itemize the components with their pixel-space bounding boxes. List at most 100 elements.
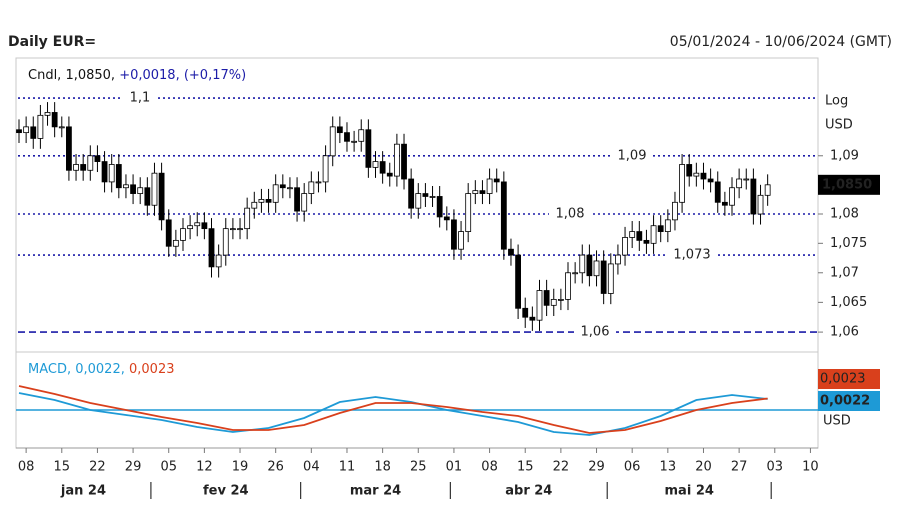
candle-body xyxy=(636,231,643,241)
x-tick-label: 20 xyxy=(695,460,712,475)
candle-body xyxy=(707,178,714,183)
x-tick-label: 04 xyxy=(303,460,320,475)
level-label: 1,073 xyxy=(673,248,710,263)
candle-body xyxy=(158,172,165,221)
candle-body xyxy=(586,254,593,277)
macd-line xyxy=(18,385,768,434)
candle-body xyxy=(572,272,579,275)
candle-body xyxy=(130,184,136,194)
candle-body xyxy=(66,126,72,171)
level-label: 1,09 xyxy=(618,148,647,163)
candle-body xyxy=(550,298,557,306)
unit-label: USD xyxy=(825,118,853,133)
candle-body xyxy=(151,172,158,206)
candle-body xyxy=(714,181,721,203)
candle-body xyxy=(436,196,443,218)
candle-body xyxy=(664,219,671,232)
candle-body xyxy=(372,161,379,168)
y-tick-label: 1,09 xyxy=(830,148,859,163)
candle-body xyxy=(565,272,571,300)
candle-body xyxy=(607,263,614,294)
candle-body xyxy=(51,112,58,128)
candle-body xyxy=(108,164,115,183)
x-tick-label: 12 xyxy=(196,460,213,475)
month-label: mai 24 xyxy=(665,484,714,499)
month-label: abr 24 xyxy=(505,484,552,499)
candle-body xyxy=(743,178,750,181)
value-box-label: 0,0022 xyxy=(820,394,870,409)
candle-body xyxy=(58,126,65,129)
candle-body xyxy=(237,228,243,231)
candle-body xyxy=(401,143,407,180)
value-box xyxy=(818,369,880,389)
value-box xyxy=(818,391,880,411)
candle-body xyxy=(23,126,30,134)
candle-body xyxy=(336,126,343,134)
macd-unit-label: USD xyxy=(823,414,851,429)
y-tick-label: 1,075 xyxy=(830,236,867,251)
level-label-bg xyxy=(574,323,616,342)
month-label: mar 24 xyxy=(350,484,401,499)
last-price-label: 1,0850 xyxy=(822,177,872,192)
candle-body xyxy=(301,193,308,212)
candle-body xyxy=(472,190,479,194)
candle-body xyxy=(600,260,607,294)
candle-body xyxy=(101,161,108,183)
candle-body xyxy=(486,178,493,194)
x-tick-label: 27 xyxy=(731,460,748,475)
candle-body xyxy=(386,172,393,177)
candle-body xyxy=(736,178,743,189)
legend-part: 0,0022, xyxy=(75,362,129,377)
candle-legend: Cndl, 1,0850, +0,0018, (+0,17%) xyxy=(28,68,246,83)
candle-body xyxy=(16,129,22,134)
candle-body xyxy=(622,237,628,256)
candle-body xyxy=(415,193,422,209)
candle-body xyxy=(115,164,122,189)
x-tick-label: 29 xyxy=(588,460,605,475)
candle-body xyxy=(258,198,265,203)
candle-body xyxy=(208,228,215,268)
candle-body xyxy=(443,216,450,221)
candle-body xyxy=(672,201,678,221)
x-tick-label: 08 xyxy=(481,460,498,475)
candle-body xyxy=(229,228,236,231)
macd-legend: MACD, 0,0022, 0,0023 xyxy=(28,362,175,377)
candle-body xyxy=(629,231,636,238)
candle-body xyxy=(393,143,400,177)
candle-body xyxy=(465,193,472,232)
candle-body xyxy=(37,114,44,139)
candle-body xyxy=(180,228,186,241)
y-tick-label: 1,08 xyxy=(830,207,859,222)
level-label-bg xyxy=(549,205,591,224)
candle-body xyxy=(543,290,550,306)
candle-body xyxy=(94,155,101,162)
month-label: jan 24 xyxy=(60,484,106,499)
candle-body xyxy=(579,254,586,274)
candle-body xyxy=(693,172,700,177)
candle-body xyxy=(479,190,486,194)
candle-body xyxy=(222,228,229,256)
x-tick-label: 15 xyxy=(54,460,71,475)
y-tick-label: 1,07 xyxy=(830,265,859,280)
candle-body xyxy=(729,187,735,206)
x-tick-label: 15 xyxy=(517,460,534,475)
candle-body xyxy=(365,129,372,168)
macd-line xyxy=(18,392,768,436)
x-tick-label: 08 xyxy=(18,460,35,475)
level-label-bg xyxy=(667,246,717,265)
x-tick-label: 25 xyxy=(410,460,427,475)
level-label: 1,06 xyxy=(581,325,610,340)
candle-body xyxy=(429,196,436,198)
legend-part: Cndl, 1,0850, xyxy=(28,68,119,83)
x-tick-label: 10 xyxy=(802,460,819,475)
candle-body xyxy=(215,254,222,268)
date-range: 05/01/2024 - 10/06/2024 (GMT) xyxy=(670,34,892,50)
x-tick-label: 03 xyxy=(767,460,784,475)
candle-body xyxy=(344,132,350,142)
candle-body xyxy=(87,155,94,171)
candle-body xyxy=(593,260,600,277)
candle-body xyxy=(451,219,457,250)
y-tick-label: 1,06 xyxy=(830,325,859,340)
candle-body xyxy=(287,187,293,190)
